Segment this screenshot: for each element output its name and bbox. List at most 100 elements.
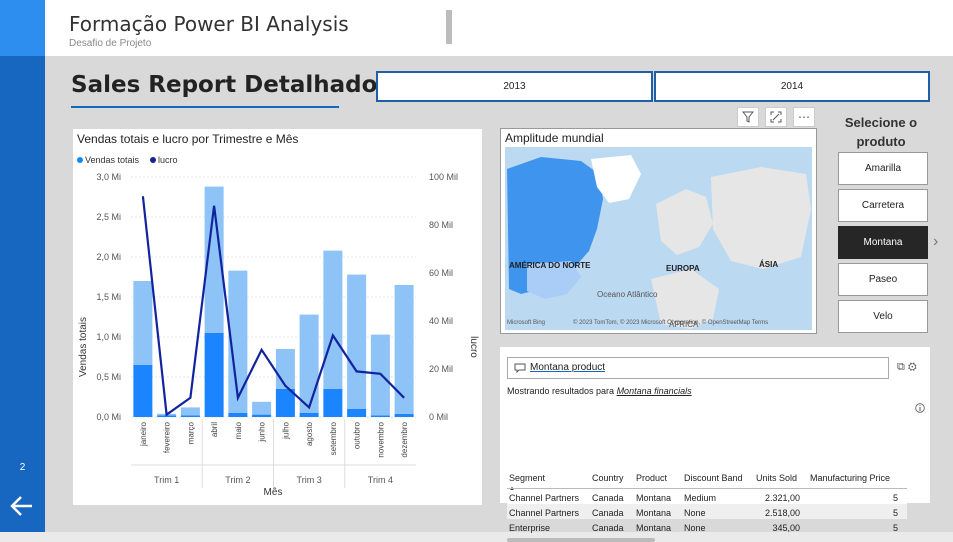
qa-question-input[interactable]: Montana product	[507, 357, 889, 379]
sales-profit-chart: Vendas totais lucro 0,0 Mi 0,5 Mi 1,0 Mi 1,…	[77, 155, 479, 498]
product-button-paseo[interactable]: Paseo	[838, 263, 928, 296]
x-tick-label: junho	[258, 421, 267, 442]
cell-units-sold: 2.321,00	[764, 493, 800, 503]
map-europe-shape	[656, 189, 713, 255]
map-label-north-america: AMÉRICA DO NORTE	[509, 261, 591, 270]
x-tick-label: novembro	[376, 421, 385, 457]
sales-profit-chart-card[interactable]: Vendas totais e lucro por Trimestre e Mê…	[73, 129, 482, 505]
focus-mode-icon[interactable]	[765, 107, 787, 127]
legend-label-sales: Vendas totais	[85, 155, 140, 165]
sales-bar-2013	[180, 415, 200, 417]
sales-bar-2013	[347, 409, 367, 417]
legend-label-profit: lucro	[158, 155, 178, 165]
quarter-label: Trim 1	[154, 475, 179, 485]
cell-manufacturing-price: 5	[892, 493, 898, 503]
product-button-montana[interactable]: Montana	[838, 226, 928, 259]
sales-bar-2014	[133, 281, 153, 365]
x-tick-label: maio	[234, 421, 243, 439]
cell-country: Canada	[592, 493, 624, 503]
legend-swatch-sales	[77, 157, 83, 163]
map-label-africa: ÁFRICA	[669, 320, 699, 329]
year-button-2014[interactable]: 2014	[654, 71, 930, 102]
qa-toolbar: ⧉ ⚙	[897, 361, 917, 374]
product-slicer-title: Selecione o produto	[844, 115, 918, 149]
chevron-right-icon[interactable]: ›	[933, 233, 939, 250]
sales-bar-2013	[157, 415, 177, 417]
map-label-atlantic: Oceano Atlântico	[597, 290, 658, 299]
qa-result-link[interactable]: Montana financials	[616, 386, 692, 396]
report-title: Sales Report Detalhado	[71, 72, 378, 98]
back-arrow-icon[interactable]	[8, 492, 36, 520]
horizontal-scrollbar[interactable]	[507, 538, 655, 542]
col-header-discount-band[interactable]: Discount Band	[684, 473, 743, 483]
filter-icon[interactable]	[737, 107, 759, 127]
x-tick-label: setembro	[329, 421, 338, 455]
x-tick-label: outubro	[353, 421, 362, 449]
y-right-tick-label: 60 Mil	[429, 268, 453, 278]
sales-bar-2014	[252, 401, 272, 415]
y-left-tick-label: 1,0 Mi	[96, 332, 121, 342]
sales-bar-2014	[394, 285, 414, 414]
chat-bubble-icon	[514, 363, 526, 373]
col-header-units-sold[interactable]: Units Sold	[756, 473, 798, 483]
sales-bar-2013	[394, 413, 414, 417]
info-icon[interactable]	[915, 403, 925, 413]
settings-gear-icon[interactable]: ⚙	[907, 361, 917, 373]
y-right-tick-label: 0 Mil	[429, 412, 448, 422]
sales-bar-2013	[323, 389, 343, 417]
sales-bar-2014	[204, 186, 224, 333]
map-label-asia: ÁSIA	[759, 260, 778, 269]
y-axis-right-title: lucro	[468, 336, 479, 358]
more-options-icon[interactable]: ⋯	[793, 107, 815, 127]
title-underline	[71, 106, 339, 108]
cell-segment: Channel Partners	[509, 493, 580, 503]
quarter-label: Trim 4	[368, 475, 393, 485]
cell-product: Montana	[636, 493, 672, 503]
y-left-tick-label: 2,5 Mi	[96, 212, 121, 222]
cell-segment: Channel Partners	[509, 508, 580, 518]
sales-bar-2013	[275, 389, 295, 417]
app-subtitle: Desafio de Projeto	[69, 38, 152, 49]
sort-caret-icon: ▲	[509, 486, 515, 492]
legend-swatch-profit	[150, 157, 156, 163]
col-header-segment[interactable]: Segment	[509, 473, 546, 483]
convert-visual-icon[interactable]: ⧉	[897, 361, 905, 373]
left-nav-bar: 2	[0, 0, 45, 532]
x-tick-label: março	[186, 421, 195, 444]
x-tick-label: fevereiro	[163, 421, 172, 453]
product-button-carretera[interactable]: Carretera	[838, 189, 928, 222]
cell-units-sold: 345,00	[772, 523, 800, 533]
cell-product: Montana	[636, 508, 672, 518]
profit-line	[141, 196, 405, 417]
y-left-tick-label: 1,5 Mi	[96, 292, 121, 302]
qa-visual-card: Montana product ⧉ ⚙ Mostrando resultados…	[500, 347, 930, 542]
x-tick-label: julho	[281, 421, 290, 439]
sales-bar-2014	[228, 270, 248, 413]
chart-title: Vendas totais e lucro por Trimestre e Mê…	[77, 132, 299, 146]
row-bg-1	[507, 504, 907, 519]
col-header-country[interactable]: Country	[592, 473, 624, 483]
map-africa-shape	[651, 269, 719, 329]
header-divider	[446, 10, 452, 44]
world-map: Amplitude mundial AMÉRICA DO NORTE EUROP…	[505, 131, 812, 330]
sales-bar-2013	[299, 413, 319, 417]
product-button-amarilla[interactable]: Amarilla	[838, 152, 928, 185]
y-left-tick-label: 0,5 Mi	[96, 372, 121, 382]
quarter-label: Trim 2	[225, 475, 250, 485]
x-tick-label: agosto	[305, 421, 314, 446]
world-map-card[interactable]: Amplitude mundial AMÉRICA DO NORTE EUROP…	[500, 128, 817, 334]
year-button-2013[interactable]: 2013	[376, 71, 653, 102]
sales-bar-2013	[228, 413, 248, 417]
map-label-europe: EUROPA	[666, 264, 700, 273]
col-header-product[interactable]: Product	[636, 473, 668, 483]
map-greenland-shape	[591, 155, 641, 203]
y-left-tick-label: 2,0 Mi	[96, 252, 121, 262]
app-title: Formação Power BI Analysis	[69, 12, 349, 36]
y-right-tick-label: 20 Mil	[429, 364, 453, 374]
cell-units-sold: 2.518,00	[764, 508, 800, 518]
sales-bar-2014	[299, 314, 319, 413]
map-usa-shape	[527, 261, 581, 299]
qa-question-text: Montana product	[530, 362, 606, 373]
col-header-manufacturing-price[interactable]: Manufacturing Price	[810, 473, 891, 483]
product-button-velo[interactable]: Velo	[838, 300, 928, 333]
